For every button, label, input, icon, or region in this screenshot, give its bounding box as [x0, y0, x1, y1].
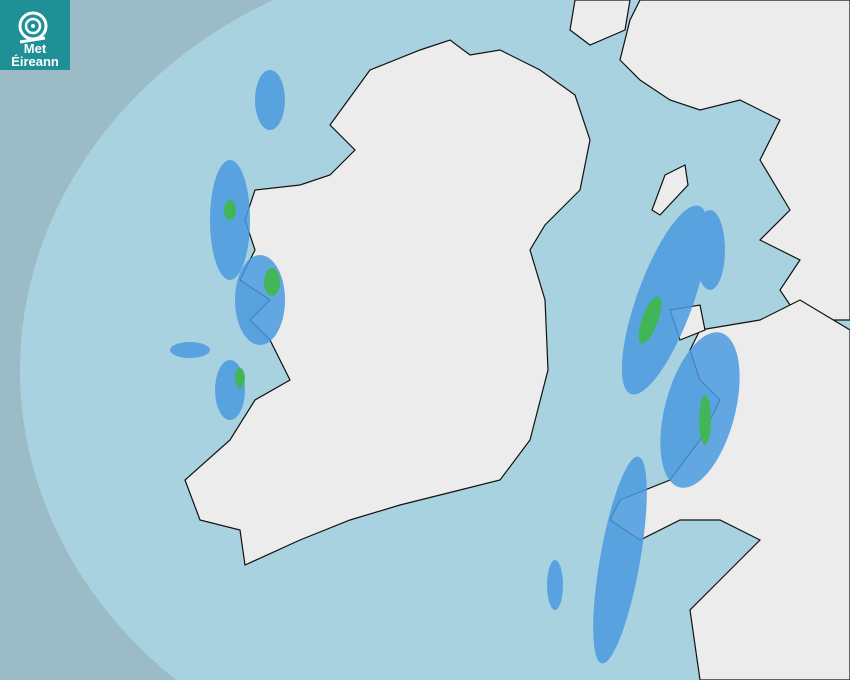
- swirl-icon: [18, 11, 48, 44]
- logo-text-eireann: Éireann: [11, 54, 59, 69]
- logo-text-met: Met: [23, 41, 47, 56]
- rain-cell: [235, 255, 285, 345]
- met-eireann-logo[interactable]: Met Éireann: [0, 0, 70, 70]
- rain-cell: [224, 200, 236, 220]
- rain-cell: [593, 456, 647, 664]
- rain-cell: [235, 368, 245, 388]
- rain-cell: [621, 205, 709, 395]
- rain-cell: [695, 210, 725, 290]
- rain-moderate: [224, 200, 711, 445]
- rain-cell: [264, 268, 280, 296]
- ireland: [184, 39, 591, 566]
- rain-cell: [547, 560, 563, 610]
- rain-cell: [699, 395, 711, 445]
- rain-cell: [170, 342, 210, 358]
- isle-of-man: [651, 164, 689, 216]
- rain-cell: [255, 70, 285, 130]
- rain-cell: [638, 296, 662, 344]
- islay: [569, 0, 631, 46]
- land: [184, 0, 850, 680]
